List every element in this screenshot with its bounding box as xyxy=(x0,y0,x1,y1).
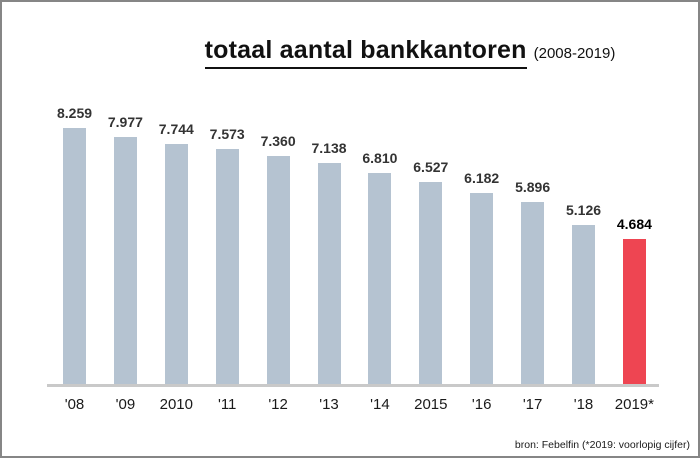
bar-value-label: 7.360 xyxy=(260,133,296,149)
x-axis-tick-label: 2015 xyxy=(414,396,448,413)
bar xyxy=(215,149,239,385)
bar xyxy=(622,239,646,385)
bar-value-label: 8.259 xyxy=(56,105,93,121)
bar-value-label: 7.138 xyxy=(311,140,347,156)
x-axis-tick-label: '17 xyxy=(522,396,543,413)
source-note: bron: Febelfin (*2019: voorlopig cijfer) xyxy=(514,439,690,451)
x-axis-tick-label: '18 xyxy=(573,396,594,413)
bar xyxy=(164,144,188,385)
bar xyxy=(470,193,494,385)
x-axis-tick-label: '14 xyxy=(370,396,390,413)
bar-value-label: 5.126 xyxy=(565,202,602,218)
x-axis-tick-label: 2019* xyxy=(614,396,654,413)
bar xyxy=(317,163,341,385)
bar-value-label: 7.977 xyxy=(107,114,143,130)
bar xyxy=(368,173,392,385)
bar xyxy=(113,137,137,385)
x-axis-tick-label: '08 xyxy=(64,396,85,413)
bar-value-label: 7.744 xyxy=(158,121,194,137)
bar xyxy=(266,156,290,385)
bar xyxy=(419,182,443,385)
bar-value-label: 7.573 xyxy=(209,126,245,142)
x-axis-line xyxy=(47,384,659,387)
x-axis-tick-label: '12 xyxy=(268,396,288,413)
x-axis-tick-label: '13 xyxy=(319,396,339,413)
bar-value-label: 6.182 xyxy=(464,170,500,186)
x-axis-tick-label: 2010 xyxy=(159,396,193,413)
x-axis-tick-label: '11 xyxy=(217,396,237,413)
bar xyxy=(521,202,545,385)
bar xyxy=(63,128,86,385)
chart-title-main: totaal aantal bankkantoren xyxy=(204,36,527,69)
x-axis-tick-label: '16 xyxy=(471,396,492,413)
bar-value-label: 6.527 xyxy=(413,159,449,175)
bar-value-label: 4.684 xyxy=(616,216,652,232)
bar xyxy=(572,225,595,385)
bar-value-label: 5.896 xyxy=(515,179,551,195)
chart-title-suffix: (2008-2019) xyxy=(533,45,616,62)
chart-title: totaal aantal bankkantoren (2008-2019) xyxy=(122,36,698,69)
bar-value-label: 6.810 xyxy=(362,150,398,166)
x-axis-tick-label: '09 xyxy=(115,396,136,413)
